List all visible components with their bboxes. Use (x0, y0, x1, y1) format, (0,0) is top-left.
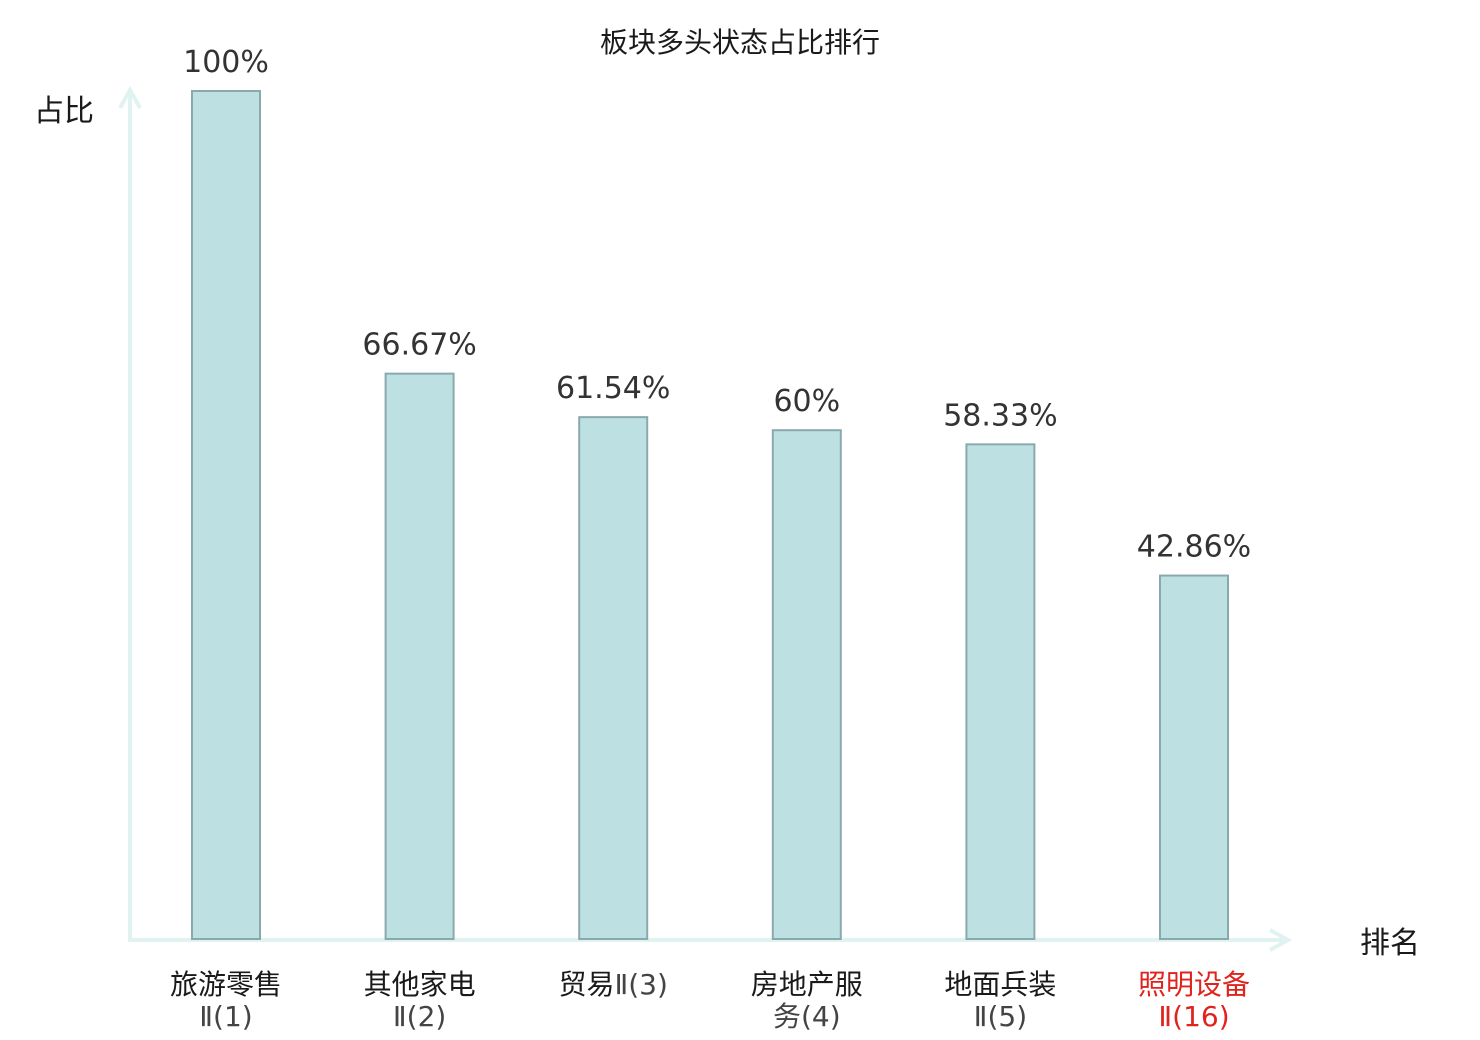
category-label-5: 地面兵装 Ⅱ(5) (944, 968, 1056, 1033)
chart-title: 板块多头状态占比排行 (600, 26, 880, 59)
value-label-2: 66.67% (362, 328, 476, 363)
x-axis-label: 排名 (1360, 926, 1420, 961)
category-label-2: 其他家电 Ⅱ(2) (364, 968, 476, 1033)
category-labels-group: 旅游零售 Ⅱ(1) 其他家电 Ⅱ(2) 贸易Ⅱ(3) 房地产服务(4) 地面兵装 Ⅱ(5) 照明… (170, 968, 1250, 1033)
value-labels-group: 100% 66.67% 61.54% 60% 58.33% 42.86% (183, 45, 1251, 565)
y-axis-label: 占比 (34, 94, 94, 129)
category-label-3: 贸易Ⅱ(3) (558, 968, 667, 1001)
bar-4 (771, 429, 842, 940)
category-label-4: 房地产服务(4) (751, 968, 863, 1033)
bars-group (191, 90, 1229, 940)
value-label-1: 100% (183, 45, 269, 80)
bar-6 (1159, 574, 1229, 940)
value-label-6: 42.86% (1137, 530, 1251, 565)
value-label-3: 61.54% (556, 371, 670, 406)
value-label-4: 60% (773, 384, 840, 419)
y-axis (118, 85, 142, 940)
bar-1 (191, 90, 261, 940)
value-label-5: 58.33% (943, 398, 1057, 433)
bar-2 (384, 372, 455, 940)
bar-3 (578, 416, 649, 940)
x-axis (128, 928, 1293, 952)
category-label-6: 照明设备 Ⅱ(16) (1138, 968, 1250, 1033)
bar-5 (965, 443, 1036, 940)
category-label-1: 旅游零售 Ⅱ(1) (170, 968, 282, 1033)
